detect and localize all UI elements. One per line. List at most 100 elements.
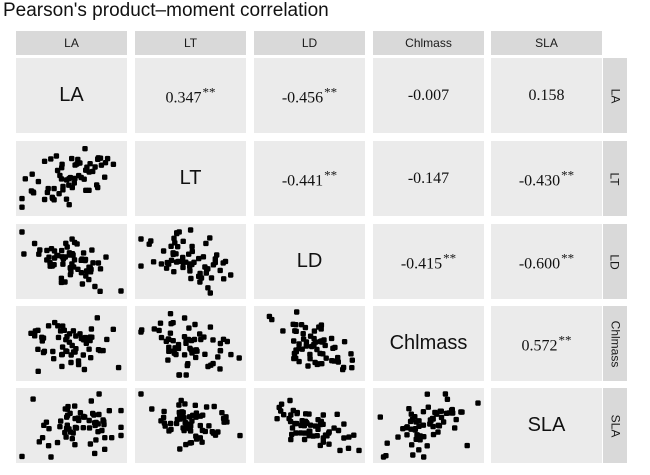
data-point xyxy=(57,172,63,179)
data-point xyxy=(75,361,82,368)
data-point xyxy=(193,414,199,420)
data-point xyxy=(96,411,102,418)
data-point xyxy=(200,254,207,260)
data-point xyxy=(318,326,324,332)
data-point xyxy=(63,348,69,354)
data-point xyxy=(88,398,94,404)
data-point xyxy=(413,419,419,425)
data-point xyxy=(44,247,50,254)
data-point xyxy=(81,366,88,373)
data-point xyxy=(72,175,78,182)
data-point xyxy=(205,285,211,291)
data-point xyxy=(173,351,179,358)
data-point xyxy=(183,441,189,448)
data-point xyxy=(298,430,304,436)
correlation-panel-lt-ld: -0.441** xyxy=(254,141,365,216)
data-point xyxy=(84,164,90,170)
data-point xyxy=(331,425,337,431)
data-point xyxy=(30,189,36,195)
data-point xyxy=(420,409,427,415)
data-point xyxy=(301,436,308,443)
data-point xyxy=(104,155,111,162)
data-point xyxy=(158,334,165,341)
data-point xyxy=(102,435,108,441)
data-point xyxy=(210,360,216,367)
data-point xyxy=(60,261,66,267)
data-point xyxy=(187,227,194,233)
data-point xyxy=(220,260,226,266)
data-point xyxy=(88,355,94,361)
data-point xyxy=(335,359,341,365)
diagonal-panel-lt: LT xyxy=(135,141,246,216)
data-point xyxy=(291,355,297,362)
data-point xyxy=(62,406,68,412)
row-strip-label: LT xyxy=(608,171,622,186)
data-point xyxy=(236,355,242,361)
data-point xyxy=(69,184,75,191)
correlation-value: -0.430 xyxy=(518,172,561,189)
data-point xyxy=(288,436,294,443)
data-point xyxy=(413,436,419,442)
data-point xyxy=(92,450,98,457)
data-point xyxy=(203,270,209,276)
data-point xyxy=(99,427,105,434)
data-point xyxy=(22,176,28,182)
column-strip-sla: SLA xyxy=(491,31,602,55)
data-point xyxy=(82,146,88,152)
data-point xyxy=(178,397,184,404)
data-point xyxy=(335,427,342,434)
data-point xyxy=(288,412,294,418)
data-point xyxy=(104,336,110,343)
data-point xyxy=(349,365,355,371)
data-point xyxy=(167,420,174,427)
data-point xyxy=(54,439,61,446)
scatter-plot xyxy=(377,391,481,460)
data-point xyxy=(69,155,75,162)
data-point xyxy=(193,410,200,416)
scatter-plot xyxy=(19,229,124,294)
data-point xyxy=(274,416,280,422)
data-point xyxy=(92,283,98,290)
data-point xyxy=(197,422,203,429)
data-point xyxy=(171,269,177,275)
data-point xyxy=(86,346,92,352)
data-point xyxy=(88,326,95,332)
data-point xyxy=(198,336,204,343)
correlation-panel-la-chlmass: -0.007 xyxy=(373,58,484,133)
data-point xyxy=(58,418,64,424)
data-point xyxy=(103,254,109,260)
data-point xyxy=(458,409,464,415)
data-point xyxy=(118,288,124,294)
data-point xyxy=(430,431,437,438)
correlation-value: -0.456 xyxy=(281,89,324,106)
data-point xyxy=(68,359,74,366)
data-point xyxy=(86,417,92,424)
correlation-value: -0.415 xyxy=(400,255,443,272)
data-point xyxy=(36,439,42,445)
data-point xyxy=(64,177,70,183)
data-point xyxy=(32,333,38,339)
data-point xyxy=(80,250,87,256)
data-point xyxy=(168,243,174,249)
correlation-panel-ld-chlmass: -0.415** xyxy=(373,224,484,299)
data-point xyxy=(90,260,96,266)
data-point xyxy=(72,403,78,409)
diagonal-label: SLA xyxy=(527,414,566,436)
correlation-value: -0.600 xyxy=(518,255,561,272)
diagonal-panel-la: LA xyxy=(16,58,127,133)
data-point xyxy=(74,241,80,247)
correlation-panel-ld-sla: -0.600** xyxy=(491,224,602,299)
correlation-text: 0.572** xyxy=(491,332,602,355)
data-point xyxy=(79,281,86,287)
data-point xyxy=(158,261,165,267)
data-point xyxy=(67,265,74,271)
data-point xyxy=(71,257,78,263)
data-point xyxy=(177,446,183,452)
scatter-plot xyxy=(138,391,243,452)
data-point xyxy=(102,160,109,166)
data-point xyxy=(217,340,224,347)
data-point xyxy=(29,171,35,177)
data-point xyxy=(31,240,38,247)
data-point xyxy=(301,421,308,427)
data-point xyxy=(97,266,104,272)
